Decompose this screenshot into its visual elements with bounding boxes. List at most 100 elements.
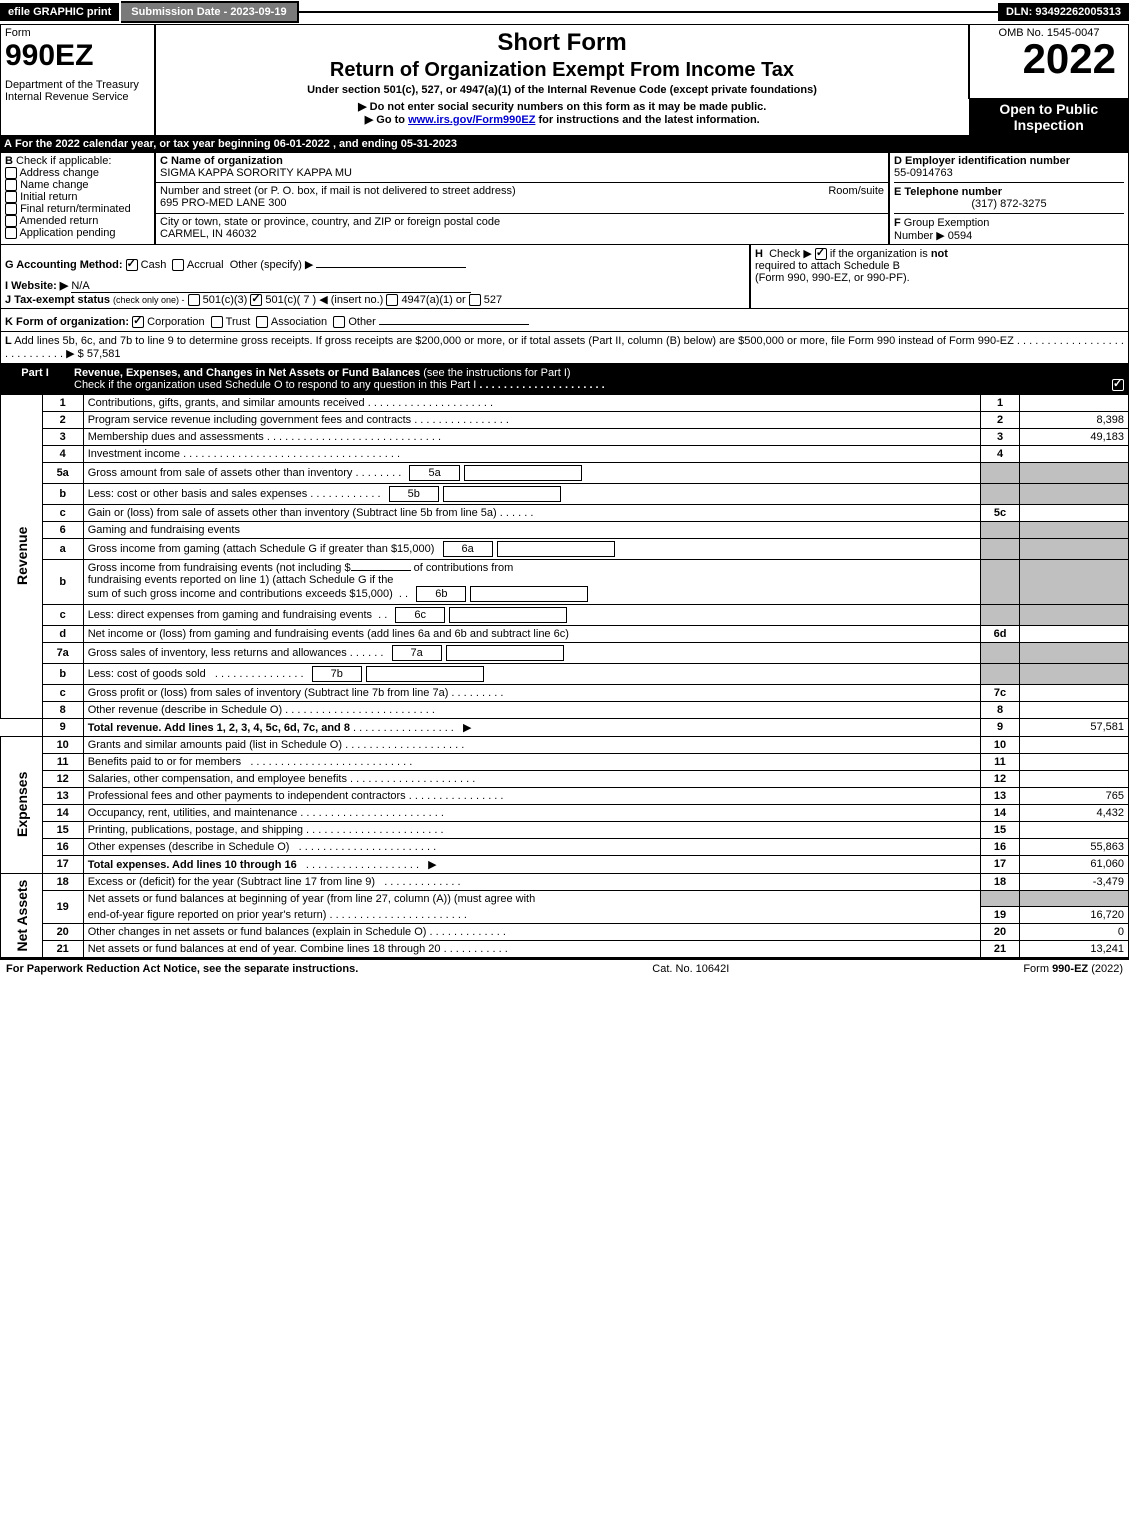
g-h-row: G Accounting Method: Cash Accrual Other … [0, 245, 1129, 309]
line-13-amount: 765 [1020, 787, 1129, 804]
line-15-amount [1020, 821, 1129, 838]
net-assets-side-label: Net Assets [1, 873, 43, 958]
check-cash[interactable] [126, 259, 138, 271]
h-label: H [755, 248, 763, 260]
line-5c-amount [1020, 504, 1129, 521]
d-label: D Employer identification number [894, 155, 1070, 167]
check-4947[interactable] [386, 294, 398, 306]
section-k: K Form of organization: Corporation Trus… [0, 309, 1129, 332]
form-label: Form [5, 27, 150, 39]
form-ref: Form 990-EZ (2022) [1023, 963, 1123, 975]
form-header: Form 990EZ Department of the Treasury In… [0, 24, 1129, 136]
check-other-org[interactable] [333, 316, 345, 328]
f-arrow: ▶ [936, 230, 944, 242]
c-name-label: C Name of organization [160, 155, 283, 167]
line-9-amount: 57,581 [1020, 718, 1129, 736]
line-20-amount: 0 [1020, 924, 1129, 941]
irs-link[interactable]: www.irs.gov/Form990EZ [408, 114, 535, 126]
ein-value: 55-0914763 [894, 167, 953, 179]
g-label: G Accounting Method: [5, 259, 123, 271]
top-bar: efile GRAPHIC print Submission Date - 20… [0, 0, 1129, 24]
opt-initial-return[interactable]: Initial return [5, 191, 150, 203]
irs-label: Internal Revenue Service [5, 91, 150, 103]
opt-final-return[interactable]: Final return/terminated [5, 203, 150, 215]
org-name: SIGMA KAPPA SORORITY KAPPA MU [160, 167, 352, 179]
lines-table: Revenue 1 Contributions, gifts, grants, … [0, 394, 1129, 959]
addr-label: Number and street (or P. O. box, if mail… [160, 185, 516, 197]
short-form-title: Short Form [160, 29, 964, 57]
cat-number: Cat. No. 10642I [652, 963, 729, 975]
expenses-side-label: Expenses [1, 736, 43, 873]
goto-link-row: ▶ Go to www.irs.gov/Form990EZ for instru… [160, 113, 965, 126]
paperwork-notice: For Paperwork Reduction Act Notice, see … [6, 963, 358, 975]
city-value: CARMEL, IN 46032 [160, 228, 257, 240]
line-8-amount [1020, 701, 1129, 718]
part1-header: Part I Revenue, Expenses, and Changes in… [0, 364, 1129, 394]
opt-address-change[interactable]: Address change [5, 167, 150, 179]
check-if-applicable: Check if applicable: [16, 155, 111, 167]
line-7c-amount [1020, 684, 1129, 701]
main-title: Return of Organization Exempt From Incom… [160, 59, 964, 82]
other-org-input[interactable] [379, 312, 529, 325]
revenue-side-label: Revenue [1, 394, 43, 718]
line-6d-amount [1020, 625, 1129, 642]
check-corporation[interactable] [132, 316, 144, 328]
box-6b: 6b [416, 586, 466, 602]
box-7b: 7b [312, 666, 362, 682]
phone-value: (317) 872-3275 [894, 198, 1124, 210]
line-1-amount [1020, 394, 1129, 411]
room-label: Room/suite [828, 185, 884, 197]
line-3-amount: 49,183 [1020, 428, 1129, 445]
check-accrual[interactable] [172, 259, 184, 271]
line-14-amount: 4,432 [1020, 804, 1129, 821]
i-label: I Website: ▶ [5, 280, 68, 292]
other-specify-input[interactable] [316, 255, 466, 268]
box-7a: 7a [392, 645, 442, 661]
box-5a: 5a [409, 465, 459, 481]
j-label: J Tax-exempt status [5, 294, 110, 306]
subtitle: Under section 501(c), 527, or 4947(a)(1)… [160, 84, 964, 96]
city-label: City or town, state or province, country… [160, 216, 500, 228]
check-501c[interactable] [250, 294, 262, 306]
website-value: N/A [71, 280, 471, 293]
check-trust[interactable] [211, 316, 223, 328]
box-6c: 6c [395, 607, 445, 623]
section-l: L Add lines 5b, 6c, and 7b to line 9 to … [0, 332, 1129, 364]
e-label: E Telephone number [894, 186, 1002, 198]
efile-print-label[interactable]: efile GRAPHIC print [0, 3, 121, 21]
org-info-table: B Check if applicable: Address change Na… [0, 152, 1129, 245]
check-association[interactable] [256, 316, 268, 328]
line-21-amount: 13,241 [1020, 941, 1129, 958]
line-4-amount [1020, 445, 1129, 462]
check-527[interactable] [469, 294, 481, 306]
box-6a: 6a [443, 541, 493, 557]
street-value: 695 PRO-MED LANE 300 [160, 197, 287, 209]
line-18-amount: -3,479 [1020, 873, 1129, 890]
check-schedule-b[interactable] [815, 248, 827, 260]
opt-amended-return[interactable]: Amended return [5, 215, 150, 227]
form-number: 990EZ [5, 39, 150, 73]
tax-year: 2022 [974, 39, 1124, 79]
line-12-amount [1020, 770, 1129, 787]
check-501c3[interactable] [188, 294, 200, 306]
part1-label: Part I [1, 364, 70, 393]
dept-label: Department of the Treasury [5, 79, 150, 91]
line-19-amount: 16,720 [1020, 907, 1129, 924]
section-a: A For the 2022 calendar year, or tax yea… [0, 136, 1129, 152]
f-value: 0594 [948, 230, 972, 242]
ssn-warning: ▶ Do not enter social security numbers o… [160, 100, 965, 113]
opt-application-pending[interactable]: Application pending [5, 227, 150, 239]
line-2-amount: 8,398 [1020, 411, 1129, 428]
dln-label: DLN: 93492262005313 [998, 3, 1129, 21]
line-10-amount [1020, 736, 1129, 753]
opt-name-change[interactable]: Name change [5, 179, 150, 191]
line-16-amount: 55,863 [1020, 838, 1129, 855]
open-to-public: Open to Public Inspection [969, 98, 1129, 135]
part1-title: Revenue, Expenses, and Changes in Net As… [74, 367, 420, 379]
line-11-amount [1020, 753, 1129, 770]
line-17-amount: 61,060 [1020, 855, 1129, 873]
check-schedule-o[interactable] [1112, 379, 1124, 391]
page-footer: For Paperwork Reduction Act Notice, see … [0, 958, 1129, 978]
box-5b: 5b [389, 486, 439, 502]
submission-date: Submission Date - 2023-09-19 [121, 1, 298, 23]
